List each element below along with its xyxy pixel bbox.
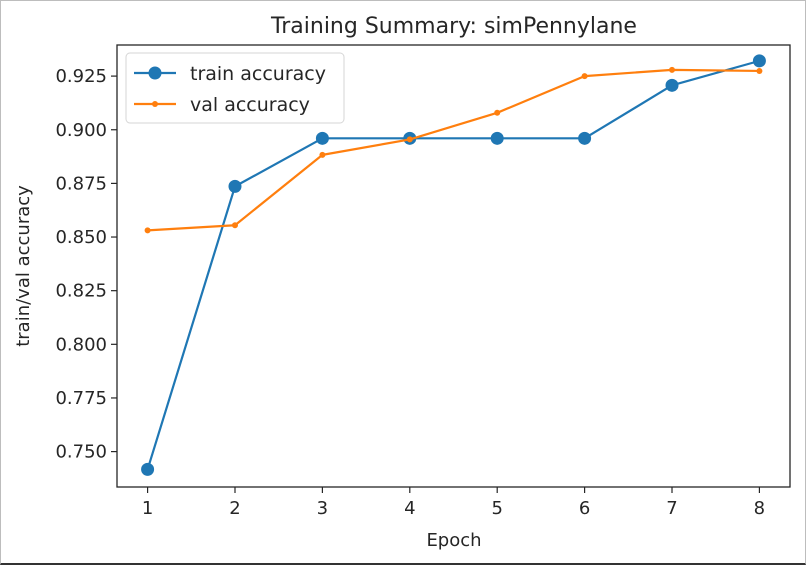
series-val-accuracy bbox=[144, 66, 763, 234]
data-point bbox=[665, 78, 679, 92]
axes-frame bbox=[116, 44, 791, 488]
series-train-accuracy bbox=[141, 54, 766, 476]
x-tick-label: 5 bbox=[491, 498, 502, 519]
x-tick-label: 1 bbox=[142, 498, 153, 519]
legend-marker-icon bbox=[152, 101, 158, 107]
legend-label: train accuracy bbox=[190, 63, 326, 85]
data-point bbox=[490, 131, 504, 145]
y-tick-label: 0.850 bbox=[55, 227, 107, 248]
data-point bbox=[756, 67, 763, 74]
y-tick-label: 0.750 bbox=[55, 442, 107, 463]
data-point bbox=[228, 179, 242, 193]
data-point bbox=[141, 462, 155, 476]
y-tick-label: 0.775 bbox=[55, 388, 107, 409]
legend-label: val accuracy bbox=[190, 94, 310, 116]
legend-item: train accuracy bbox=[134, 63, 326, 85]
series-line bbox=[146, 59, 760, 470]
legend-marker-icon bbox=[148, 66, 162, 80]
plot-area: 0.750 0.775 0.800 0.825 0.850 0.875 0.900 0.925… bbox=[55, 44, 791, 519]
data-point bbox=[578, 131, 592, 145]
y-tick-label: 0.825 bbox=[55, 281, 107, 302]
data-point bbox=[319, 151, 326, 158]
y-tick-label: 0.900 bbox=[55, 120, 107, 141]
y-tick-label: 0.800 bbox=[55, 334, 107, 355]
data-point bbox=[144, 227, 151, 234]
data-point bbox=[752, 54, 766, 68]
chart-title: Training Summary: simPennylane bbox=[270, 14, 637, 39]
data-point bbox=[406, 136, 413, 143]
x-tick-label: 6 bbox=[579, 498, 590, 519]
y-axis-label: train/val accuracy bbox=[13, 185, 34, 347]
series-line bbox=[147, 68, 760, 232]
data-point bbox=[231, 222, 238, 229]
x-axis-label: Epoch bbox=[426, 530, 481, 551]
x-tick-label: 4 bbox=[404, 498, 415, 519]
legend: train accuracy val accuracy bbox=[125, 52, 345, 124]
legend-box bbox=[125, 52, 345, 124]
data-point bbox=[581, 73, 588, 80]
x-tick-label: 3 bbox=[317, 498, 328, 519]
data-point bbox=[669, 66, 676, 73]
x-tick-label: 8 bbox=[754, 498, 765, 519]
y-tick-label: 0.925 bbox=[55, 66, 107, 87]
data-point bbox=[494, 109, 501, 116]
x-tick-label: 7 bbox=[666, 498, 677, 519]
y-tick-label: 0.875 bbox=[55, 173, 107, 194]
legend-item: val accuracy bbox=[134, 94, 310, 116]
x-tick-label: 2 bbox=[229, 498, 240, 519]
data-point bbox=[315, 131, 329, 145]
